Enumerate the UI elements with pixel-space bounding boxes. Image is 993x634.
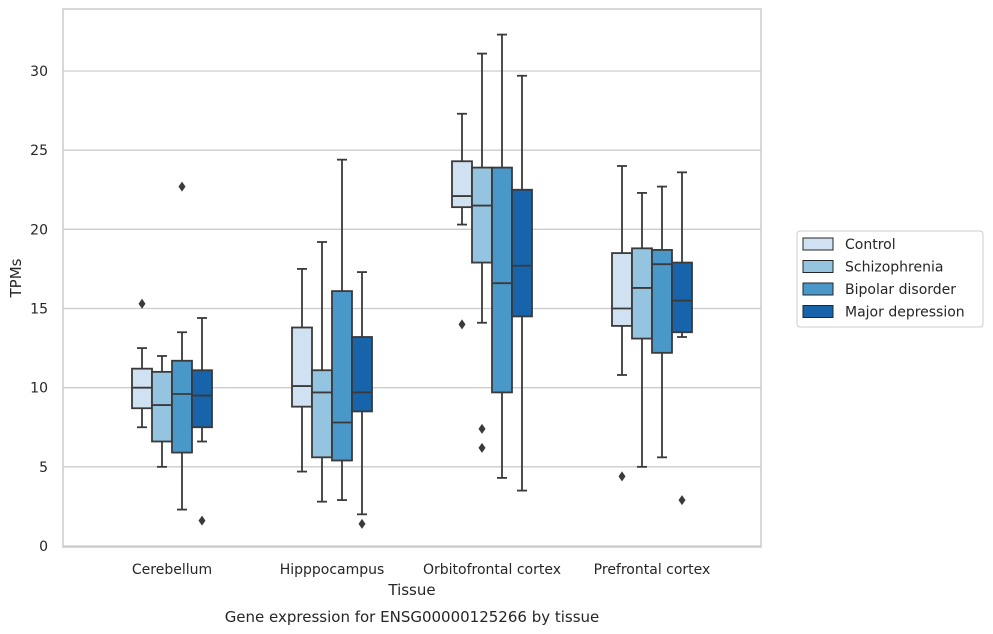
y-tick-labels: 0 5 10 15 20 25 30 xyxy=(30,64,48,555)
y-tick-label: 25 xyxy=(30,143,48,159)
box-iqr xyxy=(671,261,693,334)
box-iqr xyxy=(191,369,213,429)
box-iqr xyxy=(331,290,353,462)
legend-swatch xyxy=(802,282,834,296)
outlier-point xyxy=(678,495,686,506)
box-0-0 xyxy=(131,298,153,429)
box-3-0 xyxy=(611,165,633,482)
plot-frame xyxy=(62,8,762,548)
outlier-point xyxy=(458,319,466,330)
y-tick-label: 0 xyxy=(39,539,48,555)
x-tick-label: Hipppocampus xyxy=(280,562,385,578)
y-tick-label: 10 xyxy=(30,381,48,397)
legend-swatch xyxy=(802,305,834,318)
y-tick-label: 30 xyxy=(30,64,48,80)
x-tick-labels: Cerebellum Hipppocampus Orbitofrontal cort… xyxy=(132,562,710,578)
box-0-2 xyxy=(171,181,193,511)
legend: Control Schizophrenia Bipolar disorder Majo… xyxy=(796,230,984,328)
y-axis-label: TPMs xyxy=(7,258,25,298)
box-0-3 xyxy=(191,317,213,526)
legend-label: Major depression xyxy=(845,305,965,321)
box-iqr xyxy=(151,370,173,443)
box-iqr xyxy=(451,160,473,209)
x-axis-label: Tissue xyxy=(387,581,435,599)
box-iqr xyxy=(611,252,633,327)
box-1-0 xyxy=(291,268,313,473)
outlier-point xyxy=(478,423,486,434)
outlier-point xyxy=(198,515,206,526)
box-3-2 xyxy=(651,185,673,459)
box-2-3 xyxy=(511,74,533,492)
box-iqr xyxy=(351,336,373,413)
outlier-point xyxy=(138,298,146,309)
boxes-layer xyxy=(131,33,693,529)
box-iqr xyxy=(311,369,333,459)
box-1-3 xyxy=(351,271,373,529)
box-iqr xyxy=(651,249,673,354)
outlier-point xyxy=(178,181,186,192)
legend-frame xyxy=(796,230,984,328)
legend-label: Control xyxy=(845,237,896,253)
y-tick-label: 15 xyxy=(30,302,48,318)
box-2-1 xyxy=(471,52,493,453)
outlier-point xyxy=(358,518,366,529)
legend-label: Schizophrenia xyxy=(845,260,943,276)
x-tick-label: Cerebellum xyxy=(132,562,212,578)
box-3-1 xyxy=(631,192,653,468)
outlier-point xyxy=(478,442,486,453)
box-3-3 xyxy=(671,171,693,506)
box-iqr xyxy=(291,326,313,408)
box-0-1 xyxy=(151,355,173,468)
box-2-0 xyxy=(451,112,473,330)
legend-swatch xyxy=(802,237,834,251)
legend-swatch xyxy=(802,260,834,273)
box-iqr xyxy=(631,247,653,340)
x-tick-label: Prefrontal cortex xyxy=(594,562,711,578)
box-iqr xyxy=(471,166,493,264)
box-iqr xyxy=(171,359,193,454)
legend-label: Bipolar disorder xyxy=(845,282,956,298)
x-tick-label: Orbitofrontal cortex xyxy=(423,562,561,578)
box-iqr xyxy=(511,188,533,318)
box-iqr xyxy=(491,166,513,394)
y-tick-label: 20 xyxy=(30,222,48,238)
y-tick-label: 5 xyxy=(39,460,48,476)
chart-caption: Gene expression for ENSG00000125266 by t… xyxy=(225,608,600,626)
outlier-point xyxy=(618,471,626,482)
